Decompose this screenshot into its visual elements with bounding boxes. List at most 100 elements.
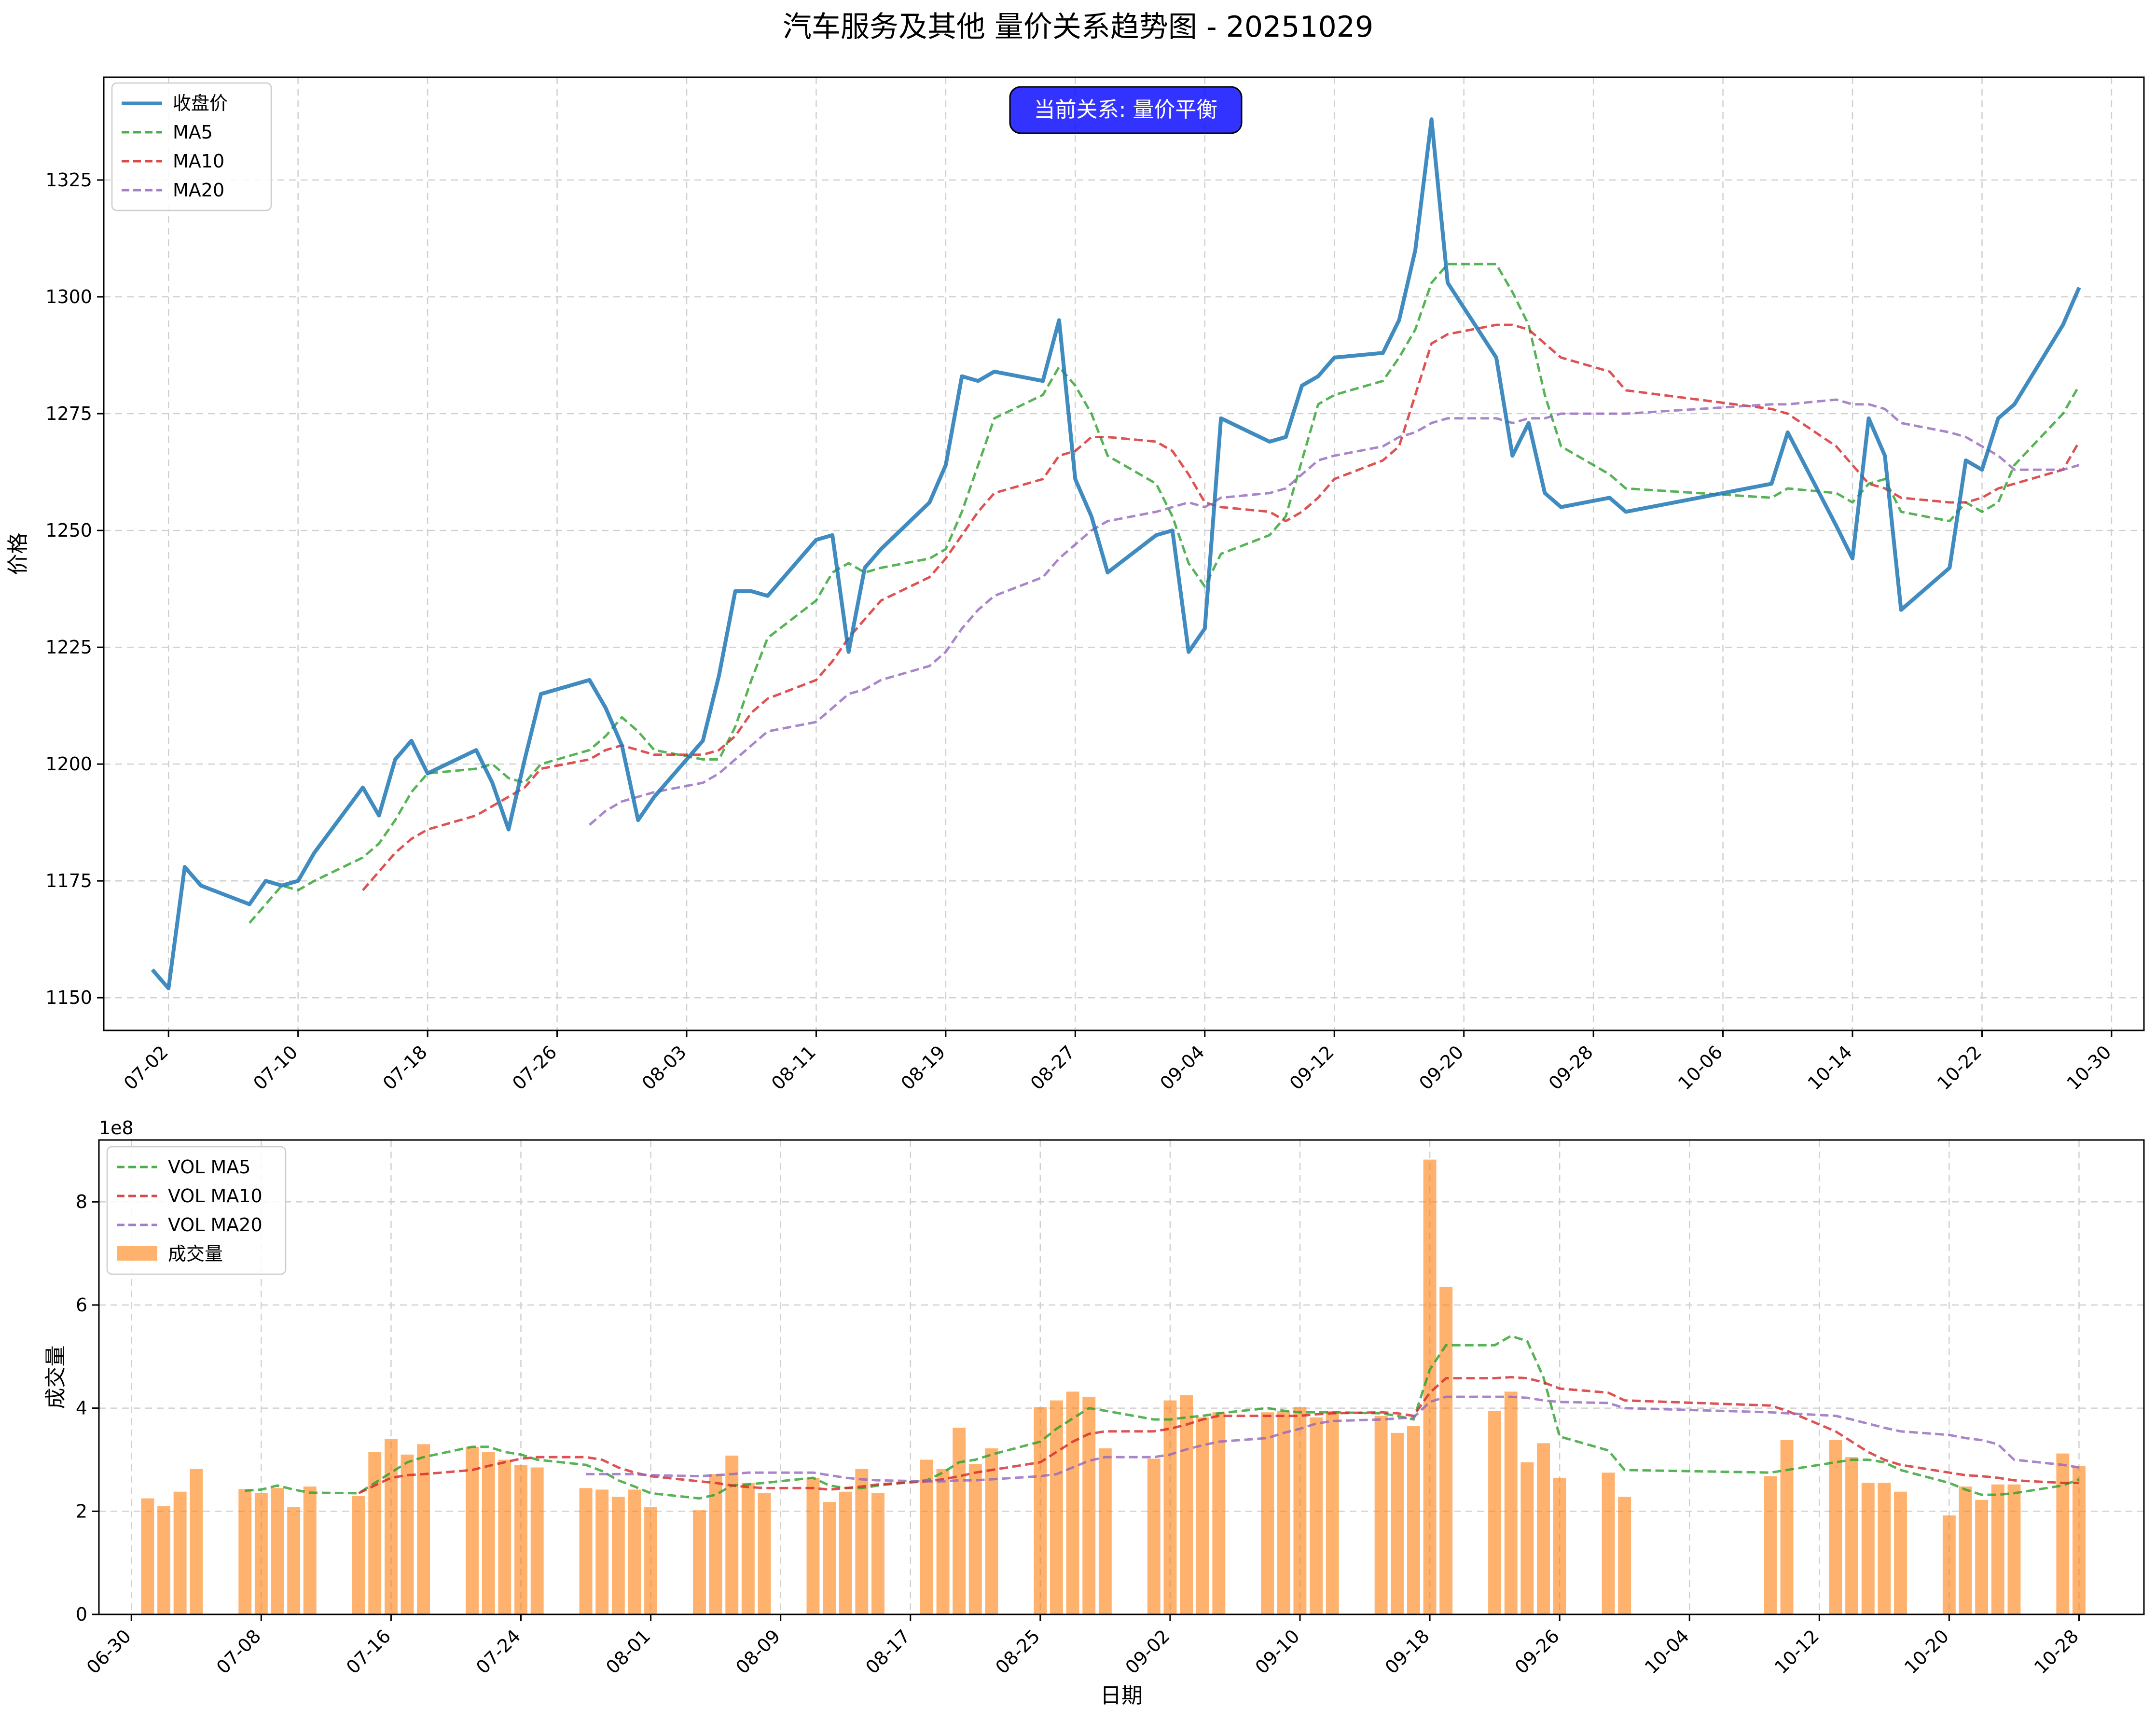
volume-bar xyxy=(514,1465,527,1614)
volume-bar xyxy=(1602,1473,1615,1614)
volume-bar xyxy=(953,1428,966,1614)
volume-bar xyxy=(1293,1407,1307,1614)
volume-bar xyxy=(271,1488,284,1614)
volume-bar xyxy=(1163,1400,1177,1614)
volume-bar xyxy=(579,1488,593,1614)
price-y-tick-label: 1325 xyxy=(45,169,92,191)
volume-bar xyxy=(823,1502,836,1614)
volume-bar xyxy=(1488,1411,1501,1614)
volume-bar xyxy=(2007,1484,2021,1614)
volume-bar xyxy=(1147,1459,1161,1614)
volume-bar xyxy=(709,1474,722,1614)
price-y-tick-label: 1300 xyxy=(45,286,92,307)
volume-bar xyxy=(1537,1443,1550,1614)
volume-bar xyxy=(936,1469,950,1614)
volume-y-tick-label: 6 xyxy=(76,1294,87,1316)
volume-bar xyxy=(287,1507,301,1614)
relation-annotation: 当前关系: 量价平衡 xyxy=(1009,86,1243,134)
price-y-tick-label: 1250 xyxy=(45,520,92,541)
volume-bar xyxy=(1504,1391,1518,1614)
volume-bar xyxy=(1845,1457,1858,1614)
volume-series-ma5 xyxy=(245,1334,2080,1500)
chart-title: 汽车服务及其他 量价关系趋势图 - 20251029 xyxy=(783,10,1373,44)
annotation-text: 当前关系: 量价平衡 xyxy=(1034,97,1218,122)
volume-bar xyxy=(352,1496,365,1615)
volume-bar xyxy=(1310,1417,1323,1614)
volume-bar xyxy=(1082,1397,1096,1614)
price-y-axis-label: 价格 xyxy=(6,533,30,575)
volume-bar xyxy=(1618,1497,1631,1614)
annotation-box xyxy=(1009,86,1243,134)
volume-legend-label-ma20: VOL MA20 xyxy=(168,1214,263,1236)
price-series-ma20 xyxy=(589,398,2080,826)
volume-bar xyxy=(1374,1416,1388,1614)
volume-bar xyxy=(157,1506,170,1614)
volume-legend-swatch-volume xyxy=(117,1246,157,1261)
volume-bar xyxy=(968,1464,982,1614)
volume-scale-label: 1e8 xyxy=(99,1117,134,1139)
volume-bar xyxy=(466,1446,479,1614)
volume-bar xyxy=(1878,1483,1891,1614)
volume-bar xyxy=(1764,1476,1777,1614)
price-series-ma5 xyxy=(249,263,2080,924)
volume-bar xyxy=(1975,1500,1989,1614)
volume-bar xyxy=(417,1444,430,1614)
volume-bar xyxy=(611,1497,625,1614)
volume-bar xyxy=(693,1510,706,1614)
volume-series-ma10 xyxy=(358,1376,2079,1495)
price-series-ma10 xyxy=(362,323,2080,891)
volume-bar xyxy=(385,1439,398,1614)
volume-bar xyxy=(303,1487,317,1614)
volume-bar xyxy=(628,1489,641,1614)
volume-bar xyxy=(839,1491,852,1614)
volume-legend-label-ma5: VOL MA5 xyxy=(168,1156,250,1178)
volume-bar xyxy=(1991,1484,2004,1614)
price-series-close xyxy=(151,117,2081,990)
volume-bar xyxy=(1780,1440,1794,1614)
volume-axes-frame xyxy=(98,1139,2145,1615)
volume-bar xyxy=(1553,1477,1566,1614)
price-legend-label-ma5: MA5 xyxy=(173,122,213,143)
volume-bar xyxy=(1326,1411,1339,1614)
volume-y-axis-label: 成交量 xyxy=(43,1346,68,1409)
volume-bar xyxy=(2073,1466,2086,1614)
volume-y-tick-label: 4 xyxy=(76,1398,87,1419)
volume-bar xyxy=(1861,1483,1875,1614)
price-y-tick-label: 1175 xyxy=(45,870,92,891)
volume-bar xyxy=(1942,1515,1956,1614)
volume-bar xyxy=(530,1467,544,1614)
volume-bar xyxy=(1391,1432,1404,1614)
volume-bar xyxy=(254,1493,268,1614)
volume-bar xyxy=(1520,1462,1534,1614)
volume-bar xyxy=(595,1489,609,1614)
volume-legend-label-ma10: VOL MA10 xyxy=(168,1185,263,1207)
volume-bar xyxy=(1212,1412,1226,1614)
volume-series-ma20 xyxy=(586,1395,2079,1483)
volume-bar xyxy=(1959,1487,1972,1614)
price-legend-label-ma20: MA20 xyxy=(173,180,224,201)
volume-bar xyxy=(1829,1440,1842,1614)
volume-bar xyxy=(141,1498,154,1614)
volume-bar xyxy=(1423,1159,1437,1614)
volume-bar xyxy=(1439,1287,1453,1614)
volume-bar xyxy=(1098,1448,1112,1614)
volume-bar xyxy=(2056,1453,2070,1614)
volume-bar xyxy=(368,1452,382,1614)
volume-legend-label-volume: 成交量 xyxy=(168,1243,223,1264)
volume-bar xyxy=(758,1493,771,1614)
price-y-tick-label: 1150 xyxy=(45,987,92,1008)
price-panel: 07-02 07-10 07-18 07-26 08-03 08-11 08-19 08-27… xyxy=(6,76,2145,1094)
price-legend xyxy=(111,82,272,211)
volume-bar xyxy=(1066,1391,1079,1614)
volume-y-tick-label: 8 xyxy=(76,1191,87,1212)
volume-bar xyxy=(482,1452,495,1614)
volume-x-axis-label: 日期 xyxy=(1100,1683,1143,1708)
price-y-tick-label: 1275 xyxy=(45,403,92,424)
price-y-tick-label: 1225 xyxy=(45,637,92,658)
volume-bar xyxy=(806,1477,820,1614)
volume-bar xyxy=(1894,1491,1907,1614)
volume-bar xyxy=(1196,1417,1209,1614)
price-legend-label-ma10: MA10 xyxy=(173,151,224,172)
volume-bar xyxy=(173,1491,187,1614)
